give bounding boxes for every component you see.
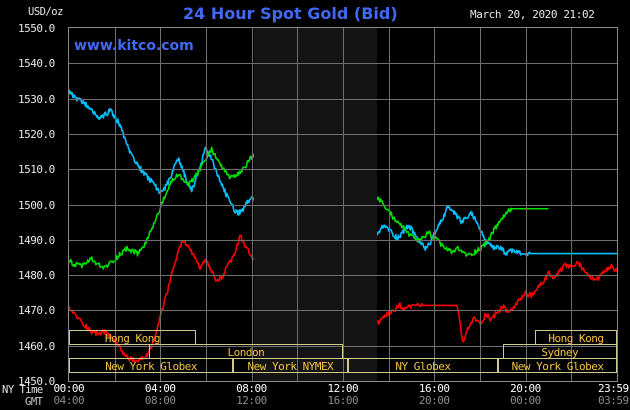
y-axis-unit-label: USD/oz xyxy=(28,6,63,18)
session-label: London xyxy=(227,346,265,359)
ny-time-tick: 16:00 xyxy=(418,382,450,395)
y-tick-label: 1470.0 xyxy=(18,304,55,318)
session-label: Sydney xyxy=(541,346,579,359)
ny-time-tick: 20:00 xyxy=(510,382,541,395)
session-label: Hong Kong xyxy=(104,332,161,345)
gridline-vertical xyxy=(526,28,527,381)
gmt-time-tick: 16:00 xyxy=(327,394,359,407)
session-bar xyxy=(69,358,234,373)
gridline-vertical xyxy=(434,28,435,381)
gridline-horizontal xyxy=(69,205,617,206)
gridline-vertical xyxy=(571,28,572,381)
session-label: NY Globex xyxy=(395,360,451,373)
gmt-time-tick: 00:00 xyxy=(510,394,541,407)
gridline-horizontal xyxy=(69,346,617,347)
y-tick-label: 1500.0 xyxy=(18,198,55,212)
gridline-horizontal xyxy=(69,240,617,241)
gridline-horizontal xyxy=(69,275,617,276)
session-bar xyxy=(233,358,348,373)
session-shading xyxy=(253,28,378,381)
gridline-horizontal xyxy=(69,169,617,170)
y-tick-label: 1540.0 xyxy=(18,57,55,71)
ny-time-axis-label: NY Time xyxy=(2,384,43,396)
timestamp: March 20, 2020 21:02 xyxy=(470,8,595,21)
y-tick-label: 1480.0 xyxy=(18,269,55,283)
gridline-vertical xyxy=(343,28,344,381)
y-tick-label: 1460.0 xyxy=(18,339,55,353)
session-bar xyxy=(498,358,617,373)
ny-time-tick: 12:00 xyxy=(327,382,359,395)
gmt-axis-label: GMT xyxy=(25,396,43,408)
gridline-horizontal xyxy=(69,310,617,311)
y-tick-label: 1520.0 xyxy=(18,127,55,141)
gridline-vertical xyxy=(252,28,253,381)
session-label: New York NYMEX xyxy=(247,360,334,373)
y-tick-label: 1450.0 xyxy=(18,375,55,388)
gridline-vertical xyxy=(297,28,298,381)
gridline-vertical xyxy=(389,28,390,381)
session-bar xyxy=(69,330,196,345)
page-title: 24 Hour Spot Gold (Bid) xyxy=(183,4,398,23)
gridline-vertical xyxy=(206,28,207,381)
gridline-horizontal xyxy=(69,63,617,64)
ny-time-tick: 04:00 xyxy=(144,382,176,395)
y-tick-label: 1530.0 xyxy=(18,92,55,106)
gmt-time-tick: 04:00 xyxy=(53,394,85,407)
ny-time-tick: 23:59 xyxy=(598,382,629,395)
gridline-vertical xyxy=(115,28,116,381)
gmt-time-tick: 12:00 xyxy=(236,394,267,407)
gridline-vertical xyxy=(160,28,161,381)
y-tick-label: 1550.0 xyxy=(18,22,55,35)
gridline-horizontal xyxy=(69,99,617,100)
ny-time-tick: 00:00 xyxy=(53,382,85,395)
plot-area xyxy=(68,27,618,382)
gmt-time-tick: 20:00 xyxy=(418,394,450,407)
kitco-watermark: www.kitco.com xyxy=(74,38,194,54)
gmt-time-tick: 03:59 xyxy=(598,394,629,407)
gmt-time-tick: 08:00 xyxy=(144,394,176,407)
ny-time-tick: 08:00 xyxy=(236,382,267,395)
session-label: New York Globex xyxy=(105,360,198,373)
session-label: New York Globex xyxy=(511,360,604,373)
gridline-vertical xyxy=(480,28,481,381)
session-label: Hong Kong xyxy=(548,332,604,345)
gridline-horizontal xyxy=(69,134,617,135)
y-tick-label: 1490.0 xyxy=(18,233,55,247)
y-tick-label: 1510.0 xyxy=(18,163,55,177)
session-bar xyxy=(347,358,499,373)
